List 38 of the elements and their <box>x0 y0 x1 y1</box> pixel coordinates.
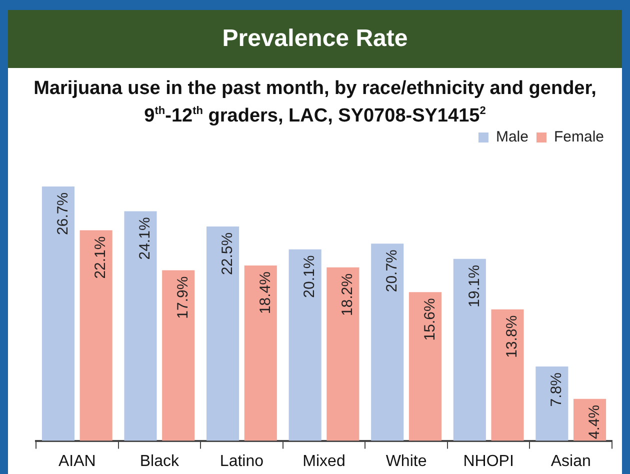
bar <box>244 266 277 441</box>
legend-label: Male <box>496 128 528 146</box>
data-label: 18.4% <box>256 272 274 314</box>
legend-label: Female <box>554 128 604 146</box>
chart-subtitle: Marijuana use in the past month, by race/ethnicity and gender, 9$^{th}$-12$^{th}$ graders, LAC, SY0708-SY1415$^{2}$ <box>32 77 598 128</box>
bar <box>491 309 524 441</box>
bar <box>453 258 486 441</box>
data-label: 4.4% <box>586 404 603 440</box>
bar <box>536 366 568 441</box>
bar <box>80 230 112 441</box>
x-tick-label: Latino <box>220 452 264 470</box>
bar <box>371 244 404 441</box>
data-label: 15.6% <box>421 298 438 341</box>
data-label: 18.2% <box>339 273 356 316</box>
data-label: 7.8% <box>548 372 566 407</box>
chart-title: Prevalence Rate <box>8 10 622 68</box>
data-label: 22.5% <box>218 232 236 275</box>
data-label: 17.9% <box>174 276 192 319</box>
data-label: 24.1% <box>136 217 154 260</box>
data-label: 20.1% <box>301 255 318 298</box>
bar <box>326 267 360 441</box>
bar <box>288 249 322 441</box>
data-label: 13.8% <box>504 315 521 358</box>
data-label: 20.7% <box>384 250 400 292</box>
x-tick-label: Black <box>140 452 180 470</box>
x-tick-label: Asian <box>550 452 591 470</box>
bar <box>42 186 74 441</box>
data-label: 26.7% <box>54 192 72 235</box>
bar <box>124 211 157 441</box>
x-tick-label: NHOPI <box>463 452 514 470</box>
bar <box>408 292 442 441</box>
bar <box>162 270 195 441</box>
bar <box>206 226 240 441</box>
x-tick-label: White <box>386 452 427 470</box>
data-label: 22.1% <box>92 236 110 279</box>
x-tick-label: Mixed <box>302 452 346 470</box>
data-label: 19.1% <box>466 264 483 308</box>
x-tick-label: AIAN <box>58 452 96 470</box>
